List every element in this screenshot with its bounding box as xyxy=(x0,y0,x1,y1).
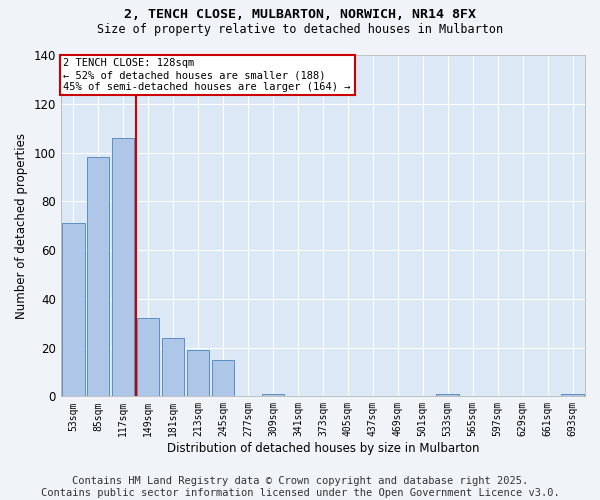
Bar xyxy=(112,138,134,396)
Bar xyxy=(87,158,109,396)
Bar xyxy=(137,318,160,396)
Bar xyxy=(262,394,284,396)
Bar xyxy=(436,394,459,396)
Text: 2, TENCH CLOSE, MULBARTON, NORWICH, NR14 8FX: 2, TENCH CLOSE, MULBARTON, NORWICH, NR14… xyxy=(124,8,476,20)
Bar xyxy=(561,394,584,396)
Text: Size of property relative to detached houses in Mulbarton: Size of property relative to detached ho… xyxy=(97,22,503,36)
Y-axis label: Number of detached properties: Number of detached properties xyxy=(15,132,28,318)
Bar xyxy=(62,223,85,396)
Text: Contains HM Land Registry data © Crown copyright and database right 2025.
Contai: Contains HM Land Registry data © Crown c… xyxy=(41,476,559,498)
Bar xyxy=(162,338,184,396)
Bar xyxy=(212,360,234,397)
X-axis label: Distribution of detached houses by size in Mulbarton: Distribution of detached houses by size … xyxy=(167,442,479,455)
Text: 2 TENCH CLOSE: 128sqm
← 52% of detached houses are smaller (188)
45% of semi-det: 2 TENCH CLOSE: 128sqm ← 52% of detached … xyxy=(64,58,351,92)
Bar xyxy=(187,350,209,397)
